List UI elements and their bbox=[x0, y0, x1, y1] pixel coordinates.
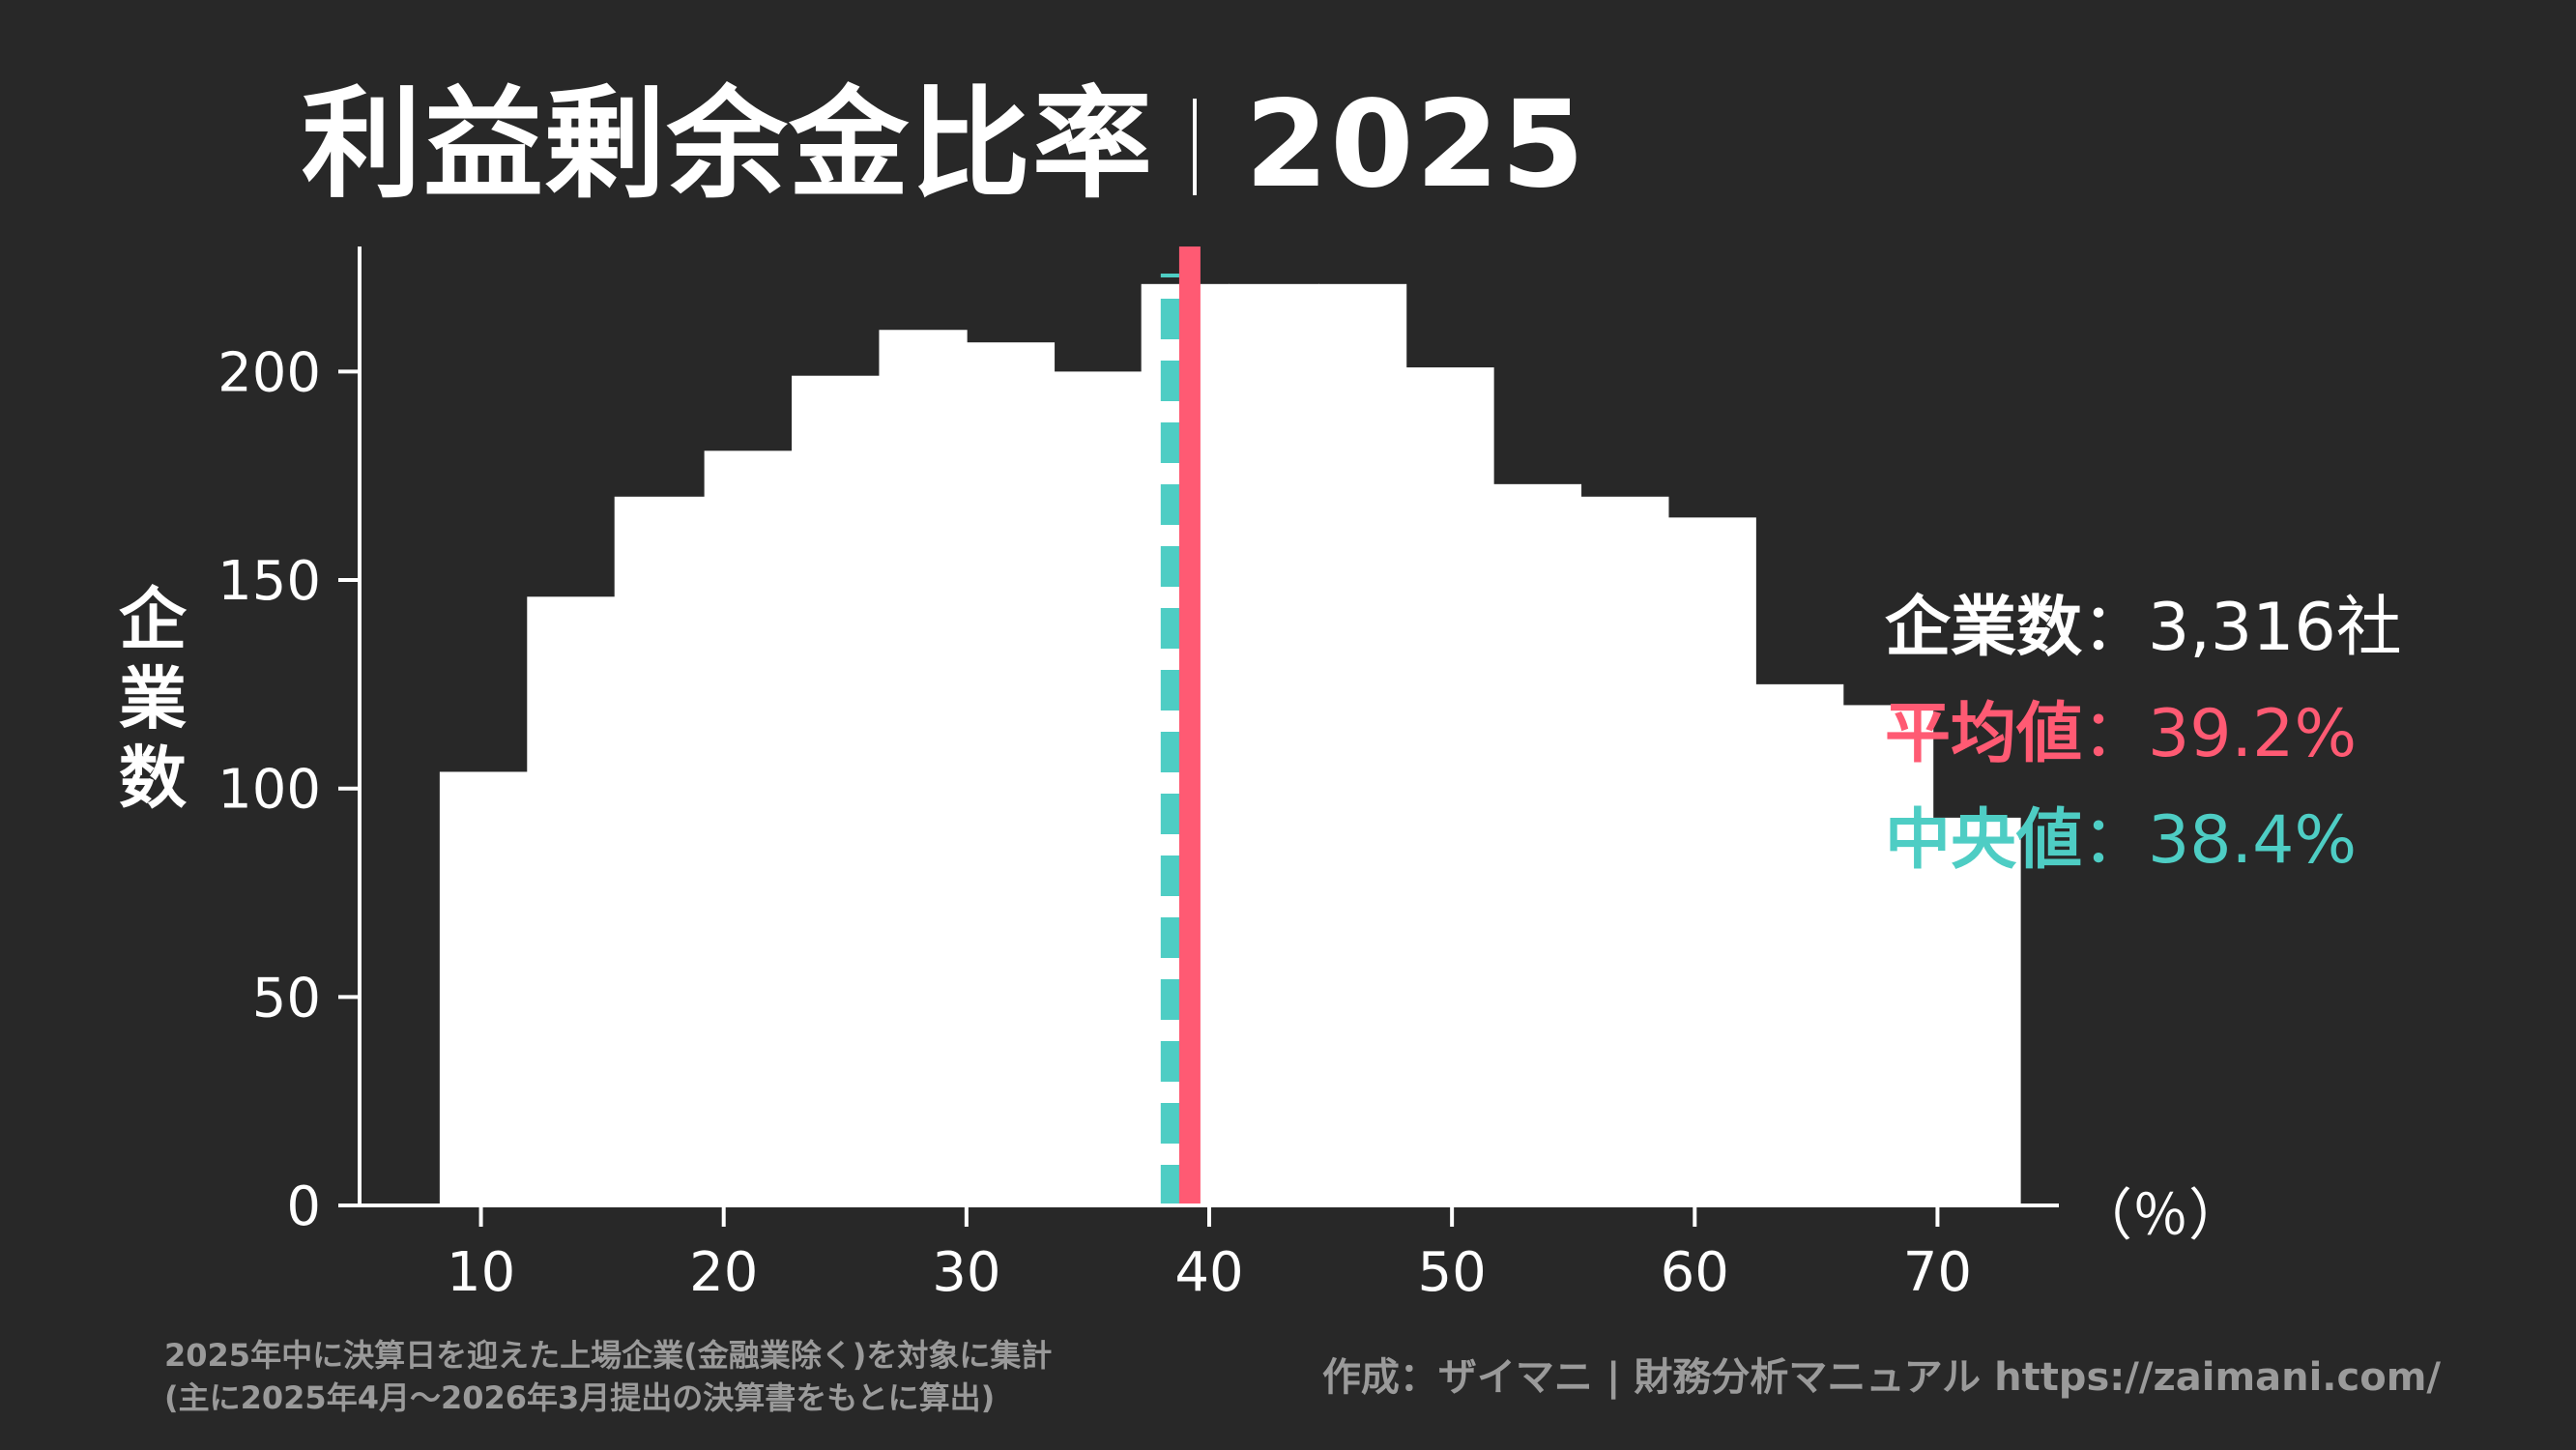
title-separator bbox=[1193, 98, 1198, 195]
y-tick-label: 200 bbox=[217, 341, 321, 404]
stat-colon: ： bbox=[2082, 802, 2149, 879]
credit-text: 作成：ザイマニ | 財務分析マニュアル https://zaimani.com/ bbox=[1321, 1355, 2441, 1400]
y-axis-label-char: 業 bbox=[119, 659, 187, 739]
stat-median: 中央値：38.4% bbox=[1885, 788, 2402, 894]
histogram-bar bbox=[879, 330, 968, 1205]
histogram-bar bbox=[966, 342, 1056, 1205]
y-axis-label-char: 数 bbox=[119, 739, 187, 818]
x-tick-label: 20 bbox=[689, 1241, 758, 1304]
footnote: 2025年中に決算日を迎えた上場企業(金融業除く)を対象に集計 (主に2025年… bbox=[164, 1334, 1052, 1419]
histogram-bar bbox=[1054, 371, 1143, 1205]
stat-mean-value: 39.2% bbox=[2148, 696, 2358, 772]
histogram-bar bbox=[1667, 517, 1756, 1205]
chart-title-main: 利益剰余金比率 bbox=[302, 75, 1155, 215]
y-tick-label: 100 bbox=[217, 759, 321, 822]
histogram-bar bbox=[1755, 683, 1844, 1205]
histogram-bars bbox=[439, 283, 2021, 1206]
axes bbox=[338, 246, 2059, 1207]
stats-panel: 企業数：3,316社 平均値：39.2% 中央値：38.4% bbox=[1885, 575, 2402, 894]
x-tick-label: 50 bbox=[1418, 1241, 1487, 1304]
stat-count-value: 3,316社 bbox=[2148, 590, 2402, 666]
stat-colon: ： bbox=[2082, 590, 2149, 666]
stat-median-label: 中央値 bbox=[1885, 802, 2083, 879]
histogram-bar bbox=[614, 496, 706, 1205]
histogram-bar bbox=[527, 596, 616, 1205]
stat-count: 企業数：3,316社 bbox=[1885, 575, 2402, 682]
histogram-bar bbox=[1842, 705, 1934, 1205]
chart-title-year: 2025 bbox=[1245, 75, 1587, 215]
histogram-bar bbox=[704, 450, 793, 1206]
stat-median-value: 38.4% bbox=[2148, 802, 2358, 879]
histogram-bar bbox=[1318, 283, 1407, 1205]
chart-title: 利益剰余金比率 2025 bbox=[302, 77, 1586, 213]
histogram-bar bbox=[1229, 283, 1319, 1205]
histogram-bar bbox=[1405, 367, 1494, 1205]
stat-mean-label: 平均値 bbox=[1885, 696, 2083, 772]
x-tick-label: 70 bbox=[1903, 1241, 1972, 1304]
y-axis-label: 企 業 数 bbox=[104, 580, 201, 818]
x-tick-label: 30 bbox=[932, 1241, 1000, 1304]
histogram-bar bbox=[439, 771, 529, 1205]
histogram-bar bbox=[792, 375, 881, 1205]
tick-labels: 0 50 100 150 200 10 20 30 40 50 60 70 bbox=[217, 341, 1972, 1304]
x-tick-label: 10 bbox=[447, 1241, 515, 1304]
y-axis-label-char: 企 bbox=[119, 580, 187, 659]
y-tick-label: 0 bbox=[286, 1175, 321, 1238]
histogram-bar bbox=[1580, 496, 1669, 1205]
x-axis-unit-label: （％） bbox=[2076, 1182, 2245, 1248]
stat-count-label: 企業数 bbox=[1885, 590, 2083, 666]
y-tick-label: 150 bbox=[217, 550, 321, 613]
reference-lines bbox=[1160, 246, 1201, 1205]
footnote-line-1: 2025年中に決算日を迎えた上場企業(金融業除く)を対象に集計 bbox=[164, 1337, 1053, 1374]
stat-colon: ： bbox=[2082, 696, 2149, 772]
footnote-line-2: (主に2025年4月～2026年3月提出の決算書をもとに算出) bbox=[164, 1379, 996, 1416]
y-tick-label: 50 bbox=[252, 967, 321, 1030]
stat-mean: 平均値：39.2% bbox=[1885, 682, 2402, 788]
histogram-bar bbox=[1932, 817, 2021, 1205]
histogram-bar bbox=[1492, 483, 1582, 1205]
x-tick-label: 60 bbox=[1661, 1241, 1729, 1304]
x-tick-label: 40 bbox=[1174, 1241, 1243, 1304]
